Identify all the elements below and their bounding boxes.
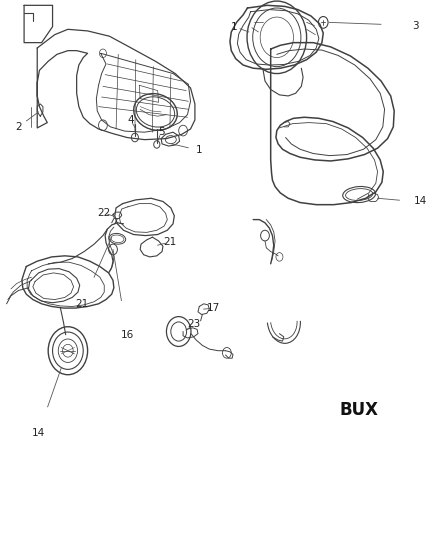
Text: 14: 14 [32, 428, 45, 438]
Text: BUX: BUX [339, 401, 379, 419]
Text: 4: 4 [127, 115, 134, 125]
Text: 1: 1 [196, 146, 203, 155]
Text: 3: 3 [412, 21, 419, 30]
Text: 2: 2 [15, 122, 22, 132]
Text: 5: 5 [158, 127, 165, 137]
Text: 14: 14 [414, 197, 427, 206]
Text: 17: 17 [207, 303, 220, 313]
Text: 1: 1 [231, 22, 238, 31]
Text: 23: 23 [187, 319, 200, 329]
Text: 21: 21 [163, 237, 177, 247]
Text: 16: 16 [120, 330, 134, 340]
Text: 21: 21 [76, 299, 89, 309]
Text: 22: 22 [98, 208, 111, 218]
